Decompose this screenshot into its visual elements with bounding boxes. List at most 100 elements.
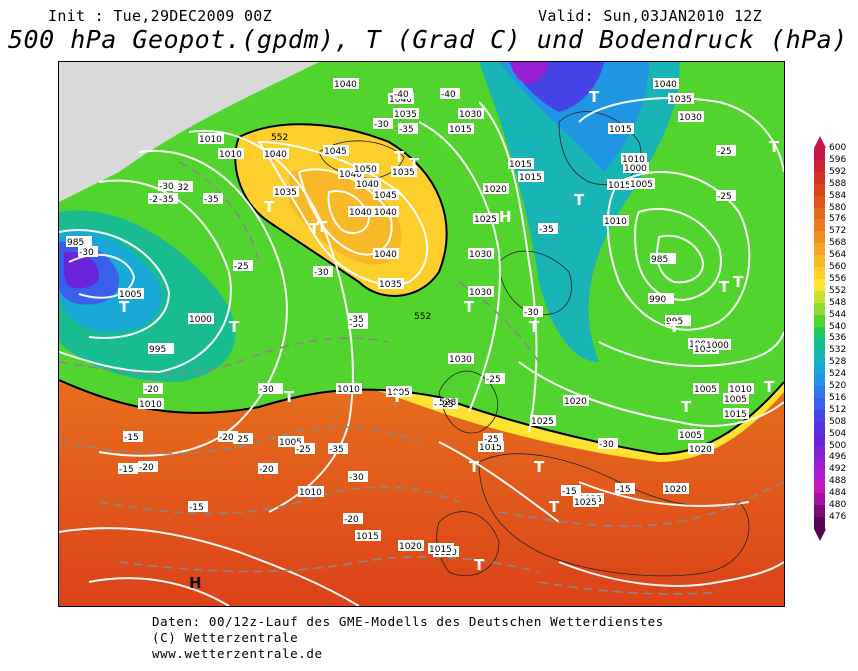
pressure-value: 1015	[609, 125, 632, 135]
pressure-value: 1000	[706, 341, 729, 351]
pressure-label: 1010	[336, 383, 362, 395]
pressure-value: 1050	[354, 165, 377, 175]
legend-swatch	[814, 291, 825, 303]
pressure-value: 1010	[219, 150, 242, 160]
temperature-label: -35	[158, 193, 178, 205]
low-pressure-marker: T	[529, 318, 540, 336]
temperature-value: -35	[159, 195, 174, 205]
low-pressure-marker: T	[469, 458, 480, 476]
pressure-value: 1030	[679, 113, 702, 123]
pressure-value: 1035	[669, 95, 692, 105]
temperature-label: -25	[716, 190, 736, 202]
pressure-label: 1030	[458, 108, 484, 120]
low-pressure-marker: T	[394, 148, 405, 166]
pressure-value: 1030	[469, 288, 492, 298]
legend-value: 512	[829, 406, 846, 415]
pressure-label: 1015	[608, 123, 634, 135]
pressure-value: 1015	[608, 181, 631, 191]
init-time: Init : Tue,29DEC2009 00Z	[48, 7, 272, 25]
legend-value: 508	[829, 418, 846, 427]
contour-label-552-mid: 552	[414, 312, 431, 322]
pressure-value: 1040	[374, 250, 397, 260]
low-pressure-marker: T	[733, 273, 744, 291]
pressure-label: 1000	[623, 162, 649, 174]
weather-map: 1040 1040 1035 1030 1015 1010 1010 1015 1005 1040…	[58, 61, 785, 607]
pressure-value: 985	[651, 255, 668, 265]
legend-value: 496	[829, 453, 846, 462]
temperature-value: -35	[399, 125, 414, 135]
temperature-value: -25	[296, 445, 311, 455]
temperature-value: -25	[234, 262, 249, 272]
low-pressure-marker: T	[669, 318, 680, 336]
legend-swatch	[814, 374, 825, 386]
pressure-value: 1020	[664, 485, 687, 495]
pressure-value: 1040	[264, 150, 287, 160]
pressure-label: 1025	[473, 213, 499, 225]
pressure-value: 1010	[199, 135, 222, 145]
legend-value: 528	[829, 358, 846, 367]
pressure-value: 1030	[449, 355, 472, 365]
pressure-label: 1035	[378, 278, 404, 290]
pressure-label: 1020	[688, 443, 714, 455]
pressure-label: 1040	[355, 178, 381, 190]
low-pressure-marker: T	[769, 138, 780, 156]
pressure-value: 1005	[630, 180, 653, 190]
legend-value: 540	[829, 323, 846, 332]
temperature-value: -25	[486, 375, 501, 385]
temperature-value: -20	[144, 385, 159, 395]
temperature-label: -20	[258, 463, 278, 475]
pressure-value: 1010	[139, 400, 162, 410]
temperature-label: -15	[188, 501, 208, 513]
pressure-value: 1040	[654, 80, 677, 90]
pressure-label: 1025	[573, 496, 599, 508]
low-pressure-marker: T	[534, 458, 545, 476]
pressure-label: 1035	[273, 186, 299, 198]
pressure-label: 1030	[468, 286, 494, 298]
legend-value: 548	[829, 299, 846, 308]
pressure-value: 1020	[689, 445, 712, 455]
pressure-value: 1040	[356, 180, 379, 190]
legend-swatch	[814, 457, 825, 469]
pressure-label: 1015	[508, 158, 534, 170]
low-pressure-marker: T	[574, 191, 585, 209]
legend-swatch	[814, 172, 825, 184]
pressure-label: 1010	[298, 486, 324, 498]
legend-value: 492	[829, 465, 846, 474]
temperature-value: -30	[79, 248, 94, 258]
low-pressure-marker: T	[317, 218, 328, 236]
pressure-label: 1040	[373, 206, 399, 218]
pressure-value: 1005	[724, 395, 747, 405]
temperature-value: -15	[124, 433, 139, 443]
pressure-value: 995	[149, 345, 166, 355]
legend-swatch	[814, 208, 825, 220]
legend-swatch	[814, 517, 825, 529]
pressure-label: 1000	[705, 339, 731, 351]
temperature-label: -25	[485, 373, 505, 385]
legend-swatch	[814, 398, 825, 410]
pressure-value: 1010	[729, 385, 752, 395]
temperature-value: -30	[349, 473, 364, 483]
legend-value: 576	[829, 215, 846, 224]
pressure-label: 1020	[483, 183, 509, 195]
pressure-label: 1030	[468, 248, 494, 260]
temperature-label: -40	[393, 88, 413, 100]
legend-value: 476	[829, 513, 846, 522]
pressure-label: 1005	[693, 383, 719, 395]
temperature-value: -20	[344, 515, 359, 525]
legend-swatch	[814, 255, 825, 267]
temperature-label: -20	[138, 461, 158, 473]
pressure-label: 1040	[348, 206, 374, 218]
temperature-value: -25	[484, 435, 499, 445]
temperature-label: -15	[123, 431, 143, 443]
map-title: 500 hPa Geopot.(gpdm), T (Grad C) und Bo…	[8, 25, 848, 54]
temperature-value: -15	[189, 503, 204, 513]
legend-swatch	[814, 219, 825, 231]
pressure-label: 1005	[629, 178, 655, 190]
legend-swatch	[814, 481, 825, 493]
legend-value: 572	[829, 227, 846, 236]
pressure-value: 1010	[604, 217, 627, 227]
pressure-label: 1045	[373, 189, 399, 201]
legend-value: 600	[829, 144, 846, 153]
legend-value: 544	[829, 311, 846, 320]
legend-swatch	[814, 410, 825, 422]
